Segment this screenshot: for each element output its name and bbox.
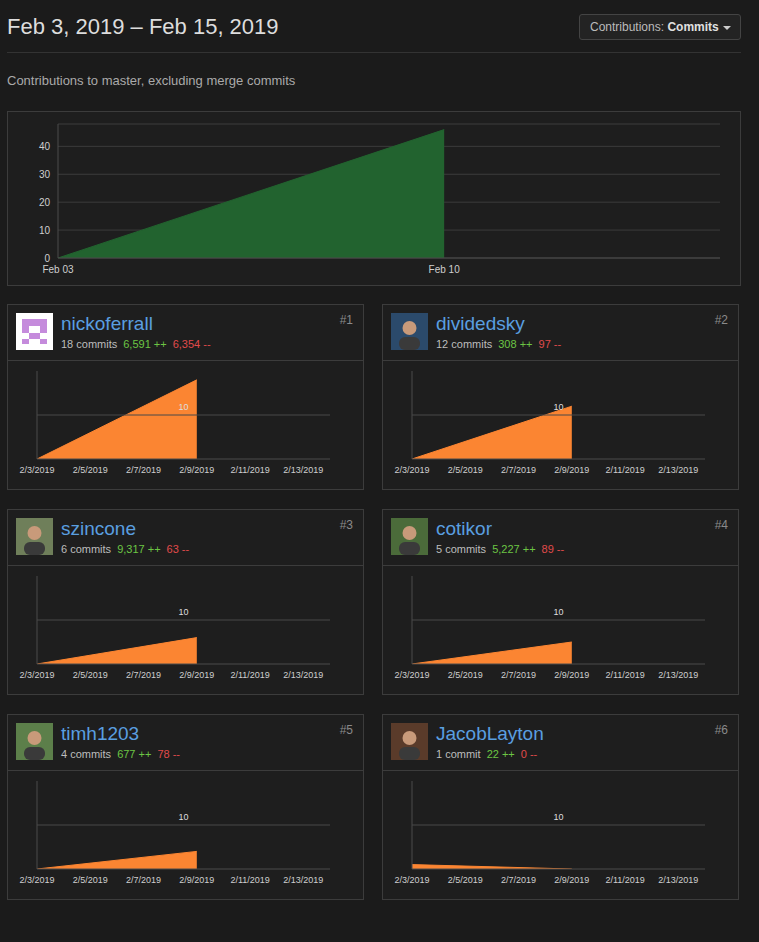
html-text:Contributions to master, exclu: Contributions to master, excluding merge… <box>7 73 296 88</box>
svg-text:2/9/2019: 2/9/2019 <box>554 875 589 885</box>
svg-text:2/9/2019: 2/9/2019 <box>179 670 214 680</box>
html-text:63 --: 63 -- <box>166 543 190 555</box>
svg-text:40: 40 <box>39 141 51 152</box>
html-text:22 ++: 22 ++ <box>486 748 515 760</box>
svg-text:2/11/2019: 2/11/2019 <box>230 670 269 680</box>
svg-text:2/5/2019: 2/5/2019 <box>448 875 483 885</box>
svg-text:2/13/2019: 2/13/2019 <box>283 875 323 885</box>
svg-text:20: 20 <box>39 197 51 208</box>
html-text:Feb 3, 2019 – Feb 15, 2019: Feb 3, 2019 – Feb 15, 2019 <box>7 14 279 39</box>
html-text:89 --: 89 -- <box>541 543 565 555</box>
html-text:4 commits: 4 commits <box>61 748 112 760</box>
html-text:#1: #1 <box>339 313 353 327</box>
svg-text:2/11/2019: 2/11/2019 <box>230 875 269 885</box>
html-text:#2: #2 <box>714 313 728 327</box>
svg-text:10: 10 <box>553 812 563 822</box>
svg-text:2/7/2019: 2/7/2019 <box>126 670 161 680</box>
html-text:#4: #4 <box>714 518 728 532</box>
svg-text:Feb 03: Feb 03 <box>42 264 74 275</box>
svg-text:10: 10 <box>39 225 51 236</box>
html-text:9,317 ++: 9,317 ++ <box>117 543 161 555</box>
svg-text:2/9/2019: 2/9/2019 <box>179 465 214 475</box>
svg-text:2/5/2019: 2/5/2019 <box>448 465 483 475</box>
svg-text:2/5/2019: 2/5/2019 <box>73 875 108 885</box>
svg-text:2/9/2019: 2/9/2019 <box>179 875 214 885</box>
html-text:#5: #5 <box>339 723 353 737</box>
svg-text:2/7/2019: 2/7/2019 <box>501 465 536 475</box>
html-text:78 --: 78 -- <box>157 748 180 760</box>
svg-text:2/7/2019: 2/7/2019 <box>501 875 536 885</box>
svg-text:2/13/2019: 2/13/2019 <box>658 670 698 680</box>
html-text:nickoferrall: nickoferrall <box>61 313 153 334</box>
svg-text:2/11/2019: 2/11/2019 <box>230 465 269 475</box>
html-text:6 commits: 6 commits <box>61 543 112 555</box>
html-text:cotikor: cotikor <box>436 518 492 539</box>
svg-text:10: 10 <box>553 402 563 412</box>
svg-text:2/5/2019: 2/5/2019 <box>73 465 108 475</box>
html-text:#3: #3 <box>339 518 353 532</box>
html-text:Contributions: Commits: Contributions: Commits <box>590 20 719 34</box>
svg-text:2/13/2019: 2/13/2019 <box>283 670 323 680</box>
svg-text:2/7/2019: 2/7/2019 <box>126 465 161 475</box>
html-text:6,354 --: 6,354 -- <box>172 338 211 350</box>
svg-text:10: 10 <box>553 607 563 617</box>
html-text:97 --: 97 -- <box>538 338 562 350</box>
html-text:12 commits: 12 commits <box>436 338 493 350</box>
svg-text:2/9/2019: 2/9/2019 <box>554 670 589 680</box>
svg-text:10: 10 <box>178 402 188 412</box>
html-text:timh1203: timh1203 <box>61 723 140 744</box>
svg-text:2/5/2019: 2/5/2019 <box>73 670 108 680</box>
svg-text:10: 10 <box>178 607 188 617</box>
html-text:1 commit: 1 commit <box>436 748 481 760</box>
svg-text:2/7/2019: 2/7/2019 <box>501 670 536 680</box>
svg-text:Feb 10: Feb 10 <box>429 264 461 275</box>
html-text:szincone: szincone <box>61 518 136 539</box>
html-text:dividedsky: dividedsky <box>436 313 525 334</box>
svg-text:2/11/2019: 2/11/2019 <box>605 875 644 885</box>
svg-text:30: 30 <box>39 169 51 180</box>
html-text:0 --: 0 -- <box>520 748 538 760</box>
svg-text:2/3/2019: 2/3/2019 <box>19 465 54 475</box>
html-text:6,591 ++: 6,591 ++ <box>123 338 167 350</box>
svg-text:2/3/2019: 2/3/2019 <box>394 875 429 885</box>
svg-text:2/3/2019: 2/3/2019 <box>19 670 54 680</box>
svg-text:2/11/2019: 2/11/2019 <box>605 465 644 475</box>
svg-text:2/11/2019: 2/11/2019 <box>605 670 644 680</box>
html-text:#6: #6 <box>714 723 728 737</box>
svg-text:2/9/2019: 2/9/2019 <box>554 465 589 475</box>
svg-text:2/3/2019: 2/3/2019 <box>394 465 429 475</box>
svg-text:2/5/2019: 2/5/2019 <box>448 670 483 680</box>
html-text:JacobLayton: JacobLayton <box>436 723 544 744</box>
html-text:677 ++: 677 ++ <box>117 748 152 760</box>
html-text:5 commits: 5 commits <box>436 543 487 555</box>
svg-text:2/13/2019: 2/13/2019 <box>658 875 698 885</box>
html-text:18 commits: 18 commits <box>61 338 118 350</box>
html-text:308 ++: 308 ++ <box>498 338 533 350</box>
svg-text:2/3/2019: 2/3/2019 <box>19 875 54 885</box>
svg-text:2/7/2019: 2/7/2019 <box>126 875 161 885</box>
svg-text:10: 10 <box>178 812 188 822</box>
svg-text:2/3/2019: 2/3/2019 <box>394 670 429 680</box>
svg-text:2/13/2019: 2/13/2019 <box>283 465 323 475</box>
html-text:5,227 ++: 5,227 ++ <box>492 543 536 555</box>
svg-text:0: 0 <box>44 253 50 264</box>
svg-text:2/13/2019: 2/13/2019 <box>658 465 698 475</box>
